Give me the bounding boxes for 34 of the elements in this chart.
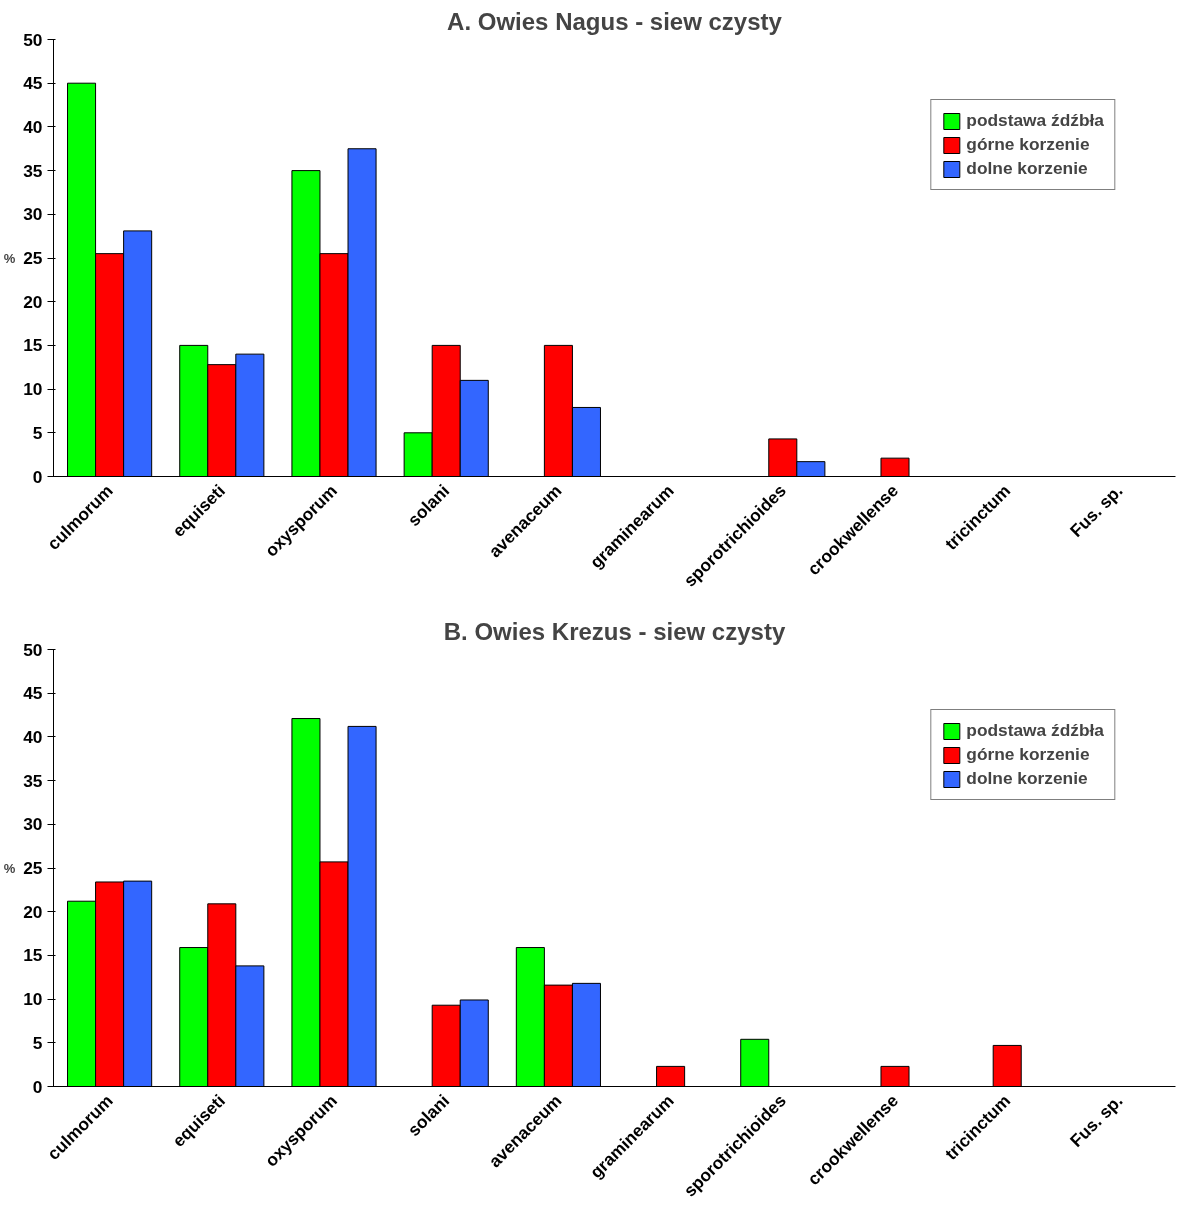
y-axis-title: % (3, 250, 16, 266)
x-tick-label: Fus. sp. (1066, 480, 1127, 541)
y-tick-label: 25 (23, 248, 43, 268)
legend-label: podstawa źdźbła (966, 720, 1104, 741)
y-tick-label: 30 (23, 204, 43, 225)
y-tick-label: 15 (23, 335, 43, 356)
legend-label: dolne korzenie (966, 158, 1088, 179)
y-tick-label: 50 (23, 29, 43, 50)
legend-label: podstawa źdźbła (966, 110, 1104, 131)
y-tick-label: 35 (23, 160, 43, 181)
x-tick-label: Fus. sp. (1066, 1090, 1127, 1151)
y-tick-label: 20 (23, 291, 43, 312)
y-tick-label: 5 (32, 422, 43, 443)
y-tick-label: 45 (23, 73, 43, 94)
y-tick-label: 20 (23, 901, 43, 922)
y-tick-label: 10 (23, 989, 43, 1010)
y-tick-label: 15 (23, 945, 43, 966)
legend-label: dolne korzenie (966, 768, 1088, 789)
legend-label: górne korzenie (966, 134, 1090, 155)
y-tick-label: 25 (23, 858, 43, 878)
y-tick-label: 5 (32, 1032, 43, 1053)
y-tick-label: 10 (23, 379, 43, 400)
y-tick-label: 30 (23, 814, 43, 835)
chart-title: A. Owies Nagus - siew czysty (447, 7, 783, 35)
y-tick-label: 45 (23, 683, 43, 704)
y-tick-label: 40 (23, 726, 43, 747)
y-tick-label: 0 (32, 1076, 43, 1097)
y-tick-label: 50 (23, 639, 43, 660)
y-tick-label: 35 (23, 770, 43, 791)
chart-title: B. Owies Krezus - siew czysty (443, 617, 786, 645)
y-tick-label: 0 (32, 466, 43, 487)
y-axis-title: % (3, 860, 16, 876)
legend-label: górne korzenie (966, 744, 1090, 765)
y-tick-label: 40 (23, 116, 43, 137)
